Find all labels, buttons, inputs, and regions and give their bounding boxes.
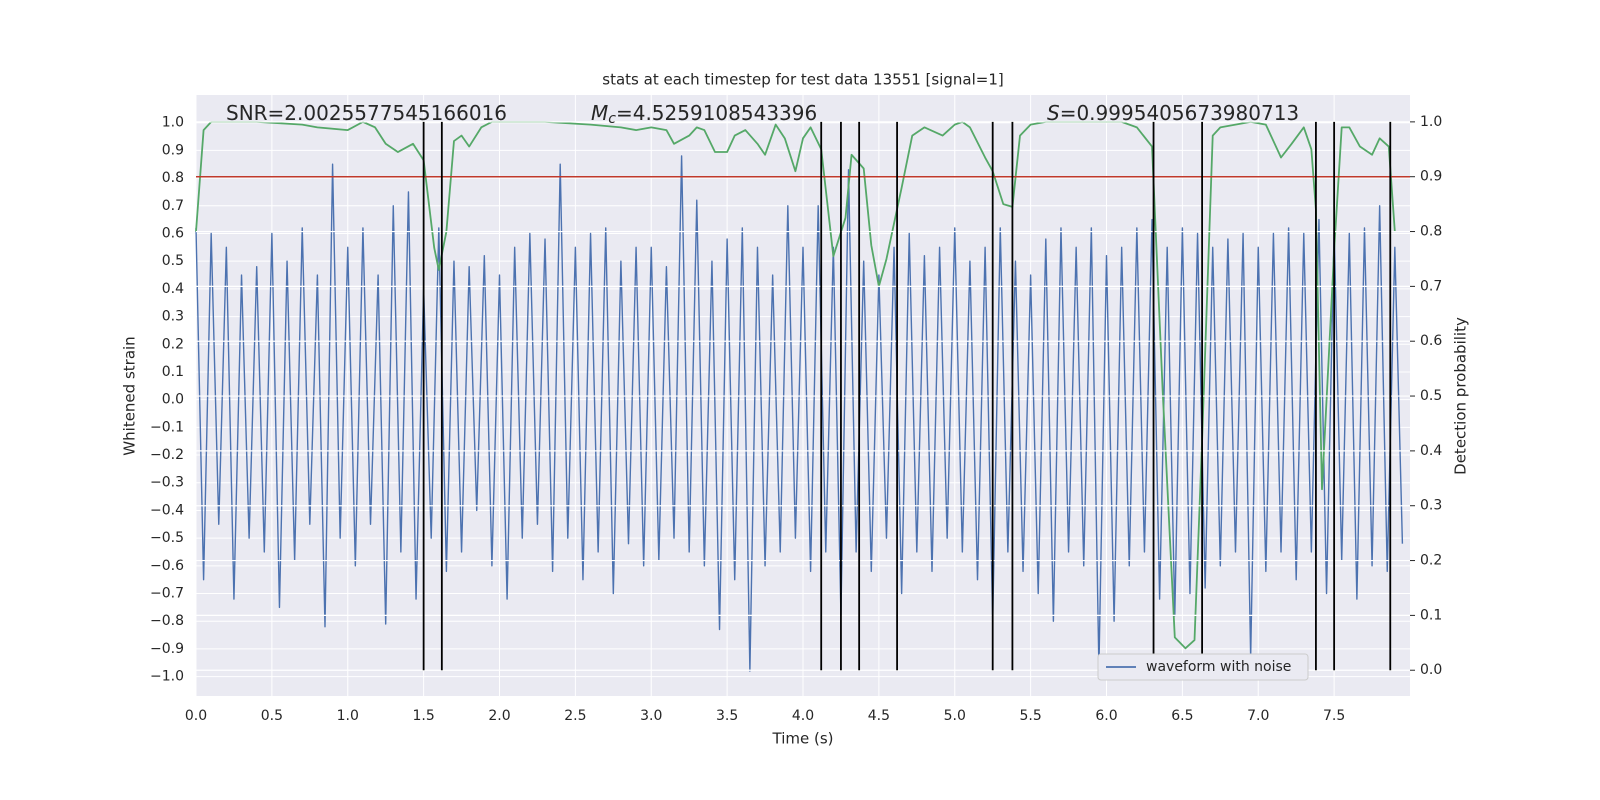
y-tick-label: −0.4 <box>150 502 184 518</box>
y2-tick-label: 0.5 <box>1420 388 1442 404</box>
x-tick-label: 2.5 <box>564 708 586 724</box>
y-tick-label: 0.3 <box>162 309 184 325</box>
y-tick-label: 0.8 <box>162 170 184 186</box>
legend-label: waveform with noise <box>1146 659 1291 675</box>
probability-line <box>195 120 1396 650</box>
y-tick-label: 0.5 <box>162 253 184 269</box>
x-tick-label: 1.0 <box>337 708 359 724</box>
y-tick-label: 0.2 <box>162 336 184 352</box>
y-tick-label: −0.8 <box>150 613 184 629</box>
y-tick-label: −0.6 <box>150 558 184 574</box>
y-tick-label: −1.0 <box>150 669 184 685</box>
x-tick-label: 1.5 <box>412 708 434 724</box>
y2-tick-label: 0.0 <box>1420 662 1442 678</box>
x-tick-label: 0.5 <box>261 708 283 724</box>
x-tick-label: 0.0 <box>185 708 207 724</box>
x-tick-label: 4.0 <box>792 708 814 724</box>
x-tick-label: 3.5 <box>716 708 738 724</box>
legend-box <box>1097 653 1309 681</box>
annotation-text: =0.9995405673980713 <box>1060 101 1299 125</box>
grid-y2 <box>196 121 1410 671</box>
annotation: Mc=4.5259108543396 <box>591 101 817 128</box>
x-tick-label: 6.0 <box>1095 708 1117 724</box>
y2-tick-label: 0.1 <box>1420 607 1442 623</box>
chart-title: stats at each timestep for test data 135… <box>602 71 1003 89</box>
annotation-text: SNR=2.0025577545166016 <box>226 101 507 125</box>
annotation-symbol: S <box>1047 101 1060 125</box>
y2-tick-label: 0.3 <box>1420 498 1442 514</box>
y-tick-label: 0.6 <box>162 225 184 241</box>
y-tick-label: 0.0 <box>162 392 184 408</box>
y-tick-label: 0.1 <box>162 364 184 380</box>
x-tick-label: 2.0 <box>488 708 510 724</box>
annotation: S=0.9995405673980713 <box>1047 101 1299 125</box>
y2-tick-label: 0.4 <box>1420 443 1442 459</box>
y2-tick-label: 0.7 <box>1420 278 1442 294</box>
y-tick-label: −0.1 <box>150 419 184 435</box>
x-tick-label: 6.5 <box>1171 708 1193 724</box>
y2-tick-label: 0.6 <box>1420 333 1442 349</box>
y-tick-label: −0.5 <box>150 530 184 546</box>
x-axis-label: Time (s) <box>772 730 834 748</box>
y-tick-label: −0.3 <box>150 475 184 491</box>
x-tick-label: 7.0 <box>1247 708 1269 724</box>
y2-tick-label: 0.8 <box>1420 224 1442 240</box>
y-axis-label: Whitened strain <box>121 336 139 455</box>
y-tick-label: −0.9 <box>150 641 184 657</box>
annotation: SNR=2.0025577545166016 <box>226 101 507 125</box>
x-tick-label: 4.5 <box>868 708 890 724</box>
annotation-subscript: c <box>608 111 616 127</box>
y-tick-label: 1.0 <box>162 115 184 131</box>
y2-axis-label: Detection probability <box>1452 317 1470 475</box>
y-tick-label: 0.4 <box>162 281 184 297</box>
y2-tick-label: 1.0 <box>1420 114 1442 130</box>
y-tick-label: −0.7 <box>150 586 184 602</box>
annotation-text: =4.5259108543396 <box>616 101 817 125</box>
x-tick-label: 5.5 <box>1019 708 1041 724</box>
x-tick-label: 3.0 <box>640 708 662 724</box>
y2-tick-label: 0.2 <box>1420 553 1442 569</box>
annotation-symbol: M <box>591 101 608 125</box>
y-tick-label: −0.2 <box>150 447 184 463</box>
x-tick-label: 7.5 <box>1323 708 1345 724</box>
y-tick-label: 0.9 <box>162 142 184 158</box>
x-tick-label: 5.0 <box>944 708 966 724</box>
y2-tick-label: 0.9 <box>1420 169 1442 185</box>
y-tick-label: 0.7 <box>162 198 184 214</box>
